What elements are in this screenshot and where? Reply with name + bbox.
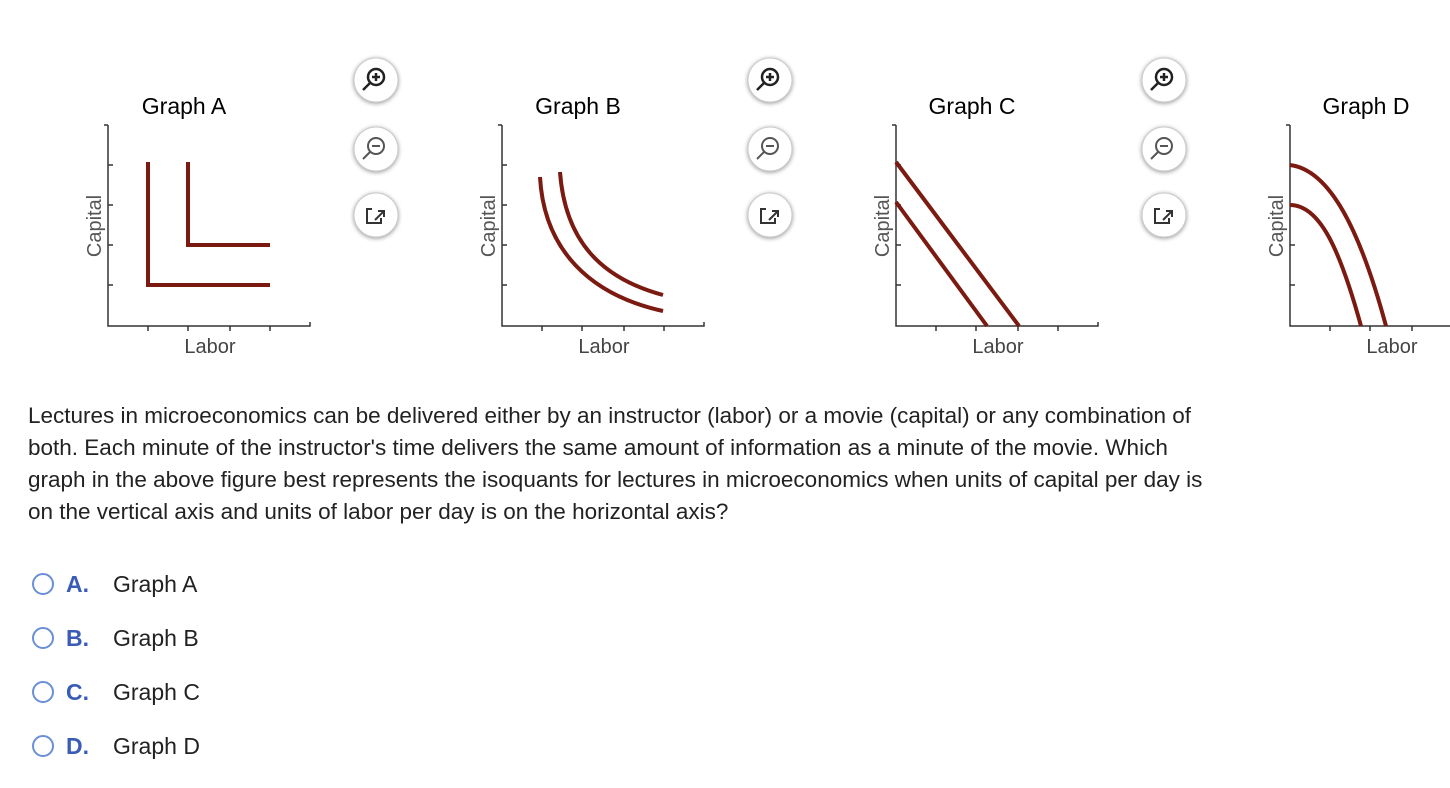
question-line: Lectures in microeconomics can be delive… [28,403,1192,428]
x-axis-label: Labor [578,336,629,358]
x-axis-label: Labor [184,336,235,358]
option[interactable]: C. Graph C [32,677,200,707]
question-line: graph in the above figure best represent… [28,467,1203,492]
x-axis-label: Labor [972,336,1023,358]
radio[interactable] [32,681,54,703]
x-axis-label: Labor [1366,336,1417,358]
option[interactable]: D. Graph D [32,731,200,761]
question: Lectures in microeconomics can be delive… [28,400,1202,528]
graph-title: Graph A [142,93,227,119]
y-axis-label: Capital [478,195,500,257]
graph-b [497,124,705,332]
graph-title: Graph B [535,93,621,119]
y-axis-label: Capital [1266,195,1288,257]
option-letter: D. [66,732,89,759]
radio[interactable] [32,735,54,757]
zoom-buttons[interactable] [1142,58,1186,237]
zoom-buttons[interactable] [748,58,792,237]
y-axis-label: Capital [84,195,106,257]
option-text: Graph C [113,678,200,705]
option-letter: B. [66,624,89,651]
option[interactable]: B. Graph B [32,623,199,653]
radio[interactable] [32,573,54,595]
question-line: on the vertical axis and units of labor … [28,499,729,524]
figure: Graph A Graph B Graph C Graph D Capital … [84,0,1450,358]
graph-d [1285,124,1450,332]
radio[interactable] [32,627,54,649]
graph-title: Graph D [1323,93,1410,119]
option-letter: C. [66,678,89,705]
y-axis-label: Capital [872,195,894,257]
graph-a [103,124,311,332]
graph-c [891,124,1099,332]
option-text: Graph D [113,732,200,759]
option[interactable]: A. Graph A [32,569,197,599]
zoom-buttons[interactable] [354,58,398,237]
option-text: Graph B [113,624,199,651]
option-text: Graph A [113,570,198,597]
graph-title: Graph C [929,93,1016,119]
question-line: both. Each minute of the instructor's ti… [28,435,1168,460]
option-letter: A. [66,570,89,597]
